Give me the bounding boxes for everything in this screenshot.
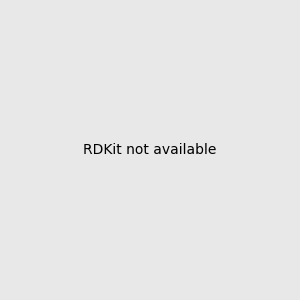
Text: RDKit not available: RDKit not available: [83, 143, 217, 157]
